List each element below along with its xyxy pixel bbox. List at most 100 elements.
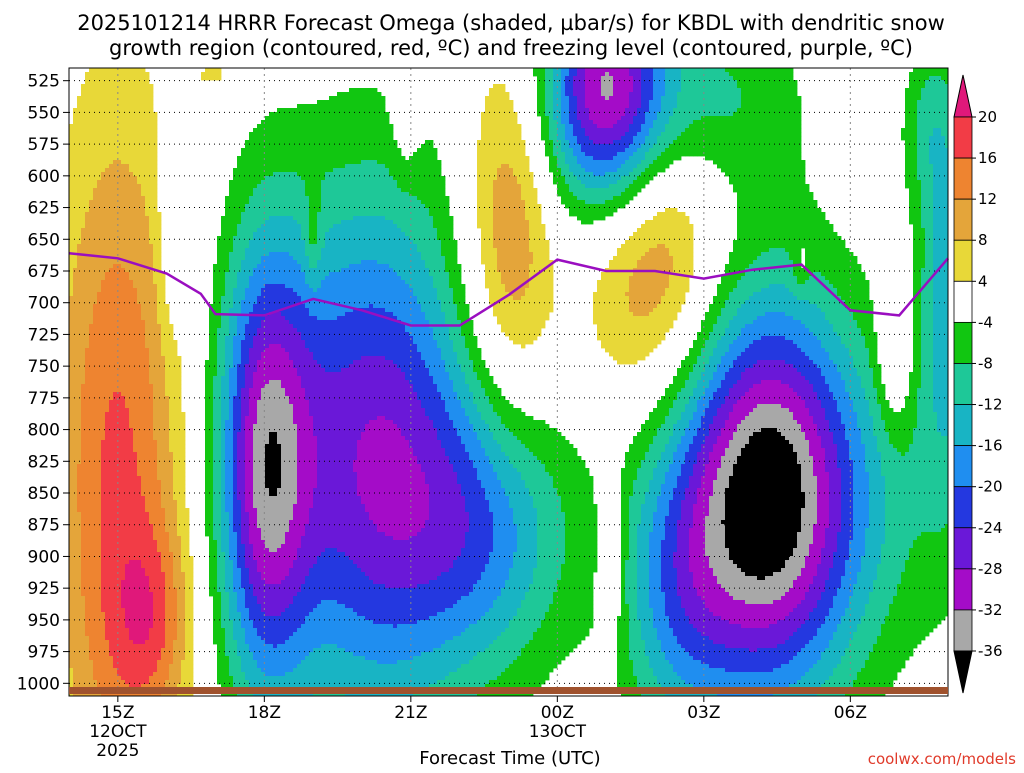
omega-cell <box>725 136 730 141</box>
omega-cell <box>477 140 482 145</box>
omega-cell <box>337 144 342 149</box>
omega-cell <box>153 152 158 157</box>
omega-cell <box>281 176 286 181</box>
omega-cell <box>397 148 402 153</box>
omega-cell <box>769 160 774 165</box>
omega-cell <box>373 196 378 201</box>
omega-cell <box>725 96 730 101</box>
omega-cell <box>805 196 810 201</box>
omega-cell <box>129 180 134 185</box>
omega-cell <box>721 152 726 157</box>
omega-cell <box>917 128 922 133</box>
omega-cell <box>713 124 718 129</box>
omega-cell <box>73 180 78 185</box>
omega-cell <box>741 84 746 89</box>
omega-cell <box>721 72 726 77</box>
omega-cell <box>589 192 594 197</box>
omega-cell <box>741 112 746 117</box>
omega-cell <box>549 144 554 149</box>
omega-cell <box>253 148 258 153</box>
omega-cell <box>69 160 74 165</box>
omega-cell <box>613 96 618 101</box>
omega-cell <box>553 120 558 125</box>
omega-cell <box>109 136 114 141</box>
omega-cell <box>481 140 486 145</box>
omega-cell <box>773 136 778 141</box>
omega-cell <box>69 184 74 189</box>
omega-cell <box>565 180 570 185</box>
omega-cell <box>69 216 74 221</box>
omega-cell <box>529 196 534 201</box>
omega-cell <box>745 132 750 137</box>
omega-cell <box>73 148 78 153</box>
omega-cell <box>265 204 270 209</box>
omega-cell <box>229 216 234 221</box>
omega-cell <box>773 128 778 133</box>
omega-cell <box>117 156 122 161</box>
omega-cell <box>249 132 254 137</box>
omega-cell <box>777 152 782 157</box>
omega-cell <box>717 72 722 77</box>
omega-cell <box>645 140 650 145</box>
omega-cell <box>777 176 782 181</box>
omega-cell <box>253 168 258 173</box>
omega-cell <box>793 116 798 121</box>
omega-cell <box>769 100 774 105</box>
omega-cell <box>229 184 234 189</box>
omega-cell <box>133 72 138 77</box>
omega-cell <box>605 200 610 205</box>
omega-cell <box>777 104 782 109</box>
omega-cell <box>697 140 702 145</box>
omega-cell <box>73 208 78 213</box>
omega-cell <box>793 168 798 173</box>
omega-cell <box>665 212 670 217</box>
omega-cell <box>617 112 622 117</box>
omega-cell <box>785 104 790 109</box>
omega-cell <box>553 128 558 133</box>
omega-cell <box>921 92 926 97</box>
omega-cell <box>113 148 118 153</box>
omega-cell <box>757 148 762 153</box>
omega-cell <box>741 172 746 177</box>
omega-cell <box>633 92 638 97</box>
omega-cell <box>249 140 254 145</box>
omega-cell <box>261 148 266 153</box>
omega-cell <box>769 176 774 181</box>
omega-cell <box>753 168 758 173</box>
omega-cell <box>485 144 490 149</box>
omega-cell <box>689 132 694 137</box>
omega-cell <box>913 100 918 105</box>
omega-cell <box>605 100 610 105</box>
omega-cell <box>505 136 510 141</box>
omega-cell <box>773 196 778 201</box>
omega-cell <box>765 80 770 85</box>
omega-cell <box>573 152 578 157</box>
omega-cell <box>769 172 774 177</box>
omega-cell <box>749 76 754 81</box>
omega-cell <box>325 168 330 173</box>
omega-cell <box>905 184 910 189</box>
omega-cell <box>689 148 694 153</box>
omega-cell <box>785 116 790 121</box>
omega-cell <box>933 128 938 133</box>
omega-cell <box>797 148 802 153</box>
omega-cell <box>617 204 622 209</box>
omega-cell <box>81 216 86 221</box>
omega-cell <box>597 164 602 169</box>
omega-cell <box>661 136 666 141</box>
omega-cell <box>361 140 366 145</box>
omega-cell <box>513 124 518 129</box>
omega-cell <box>561 176 566 181</box>
omega-cell <box>733 88 738 93</box>
omega-cell <box>421 192 426 197</box>
omega-cell <box>941 84 946 89</box>
omega-cell <box>661 108 666 113</box>
omega-cell <box>645 112 650 117</box>
omega-cell <box>81 104 86 109</box>
omega-cell <box>789 108 794 113</box>
omega-cell <box>765 160 770 165</box>
omega-cell <box>241 156 246 161</box>
omega-cell <box>633 140 638 145</box>
omega-cell <box>573 184 578 189</box>
omega-cell <box>625 92 630 97</box>
